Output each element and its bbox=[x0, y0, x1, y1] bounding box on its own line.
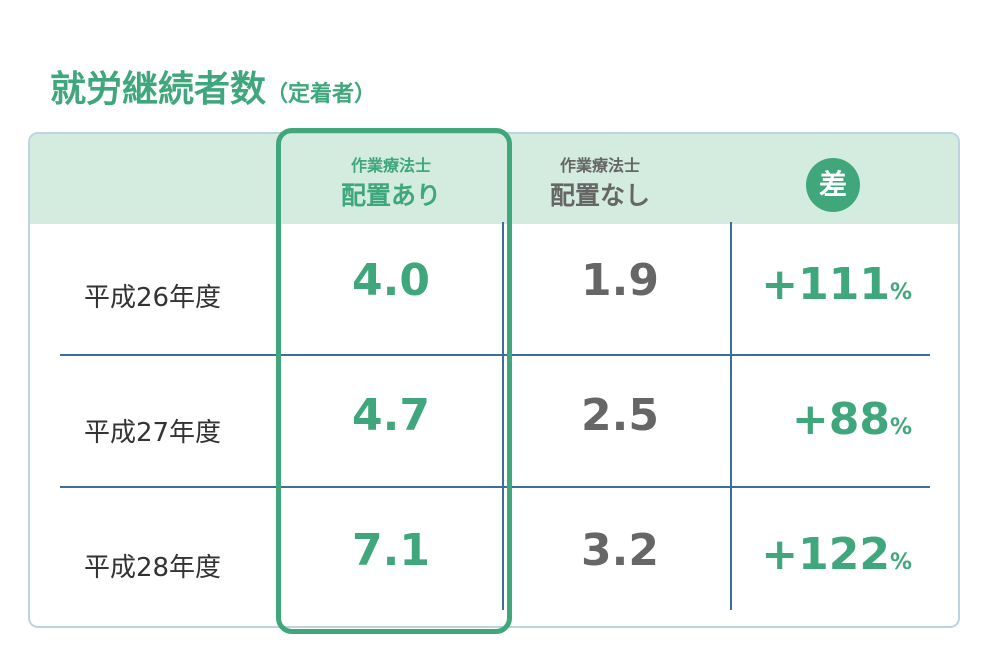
header-band bbox=[30, 134, 958, 224]
row-divider bbox=[60, 354, 930, 356]
column-header: 作業療法士 配置なし bbox=[510, 152, 690, 212]
diff-unit: % bbox=[889, 280, 912, 305]
subtitle: （定着者） bbox=[266, 82, 377, 107]
header-line1: 作業療法士 bbox=[350, 156, 431, 175]
row-label: 平成27年度 bbox=[83, 418, 222, 448]
diff: +122% bbox=[732, 529, 912, 580]
header-line2: 配置なし bbox=[549, 181, 650, 210]
col-divider bbox=[730, 222, 732, 610]
col-divider bbox=[502, 222, 504, 610]
row-divider bbox=[60, 486, 930, 488]
diff: +88% bbox=[732, 394, 912, 445]
value-without: 3.2 bbox=[581, 525, 659, 576]
column-header: 作業療法士 配置あり bbox=[278, 152, 504, 212]
diff: +111% bbox=[732, 259, 912, 310]
row-label: 平成26年度 bbox=[83, 283, 222, 313]
diff-header: 差 bbox=[806, 158, 860, 212]
value-without: 1.9 bbox=[581, 255, 659, 306]
value-without: 2.5 bbox=[581, 390, 659, 441]
highlight-column bbox=[276, 128, 512, 634]
diff-value: +111 bbox=[761, 259, 890, 310]
table bbox=[28, 132, 960, 628]
title-text: 就労継続者数 bbox=[50, 69, 267, 110]
value-with: 7.1 bbox=[352, 525, 430, 576]
diff-value: +122 bbox=[761, 529, 890, 580]
value-with: 4.0 bbox=[352, 255, 430, 306]
header-line1: 作業療法士 bbox=[559, 156, 640, 175]
diff-value: +88 bbox=[791, 394, 890, 445]
diff-unit: % bbox=[889, 550, 912, 575]
value-with: 4.7 bbox=[352, 390, 430, 441]
diff-unit: % bbox=[889, 415, 912, 440]
row-label: 平成28年度 bbox=[83, 553, 222, 583]
title: 就労継続者数（定着者） bbox=[50, 60, 376, 112]
header-line2: 配置あり bbox=[340, 181, 441, 210]
